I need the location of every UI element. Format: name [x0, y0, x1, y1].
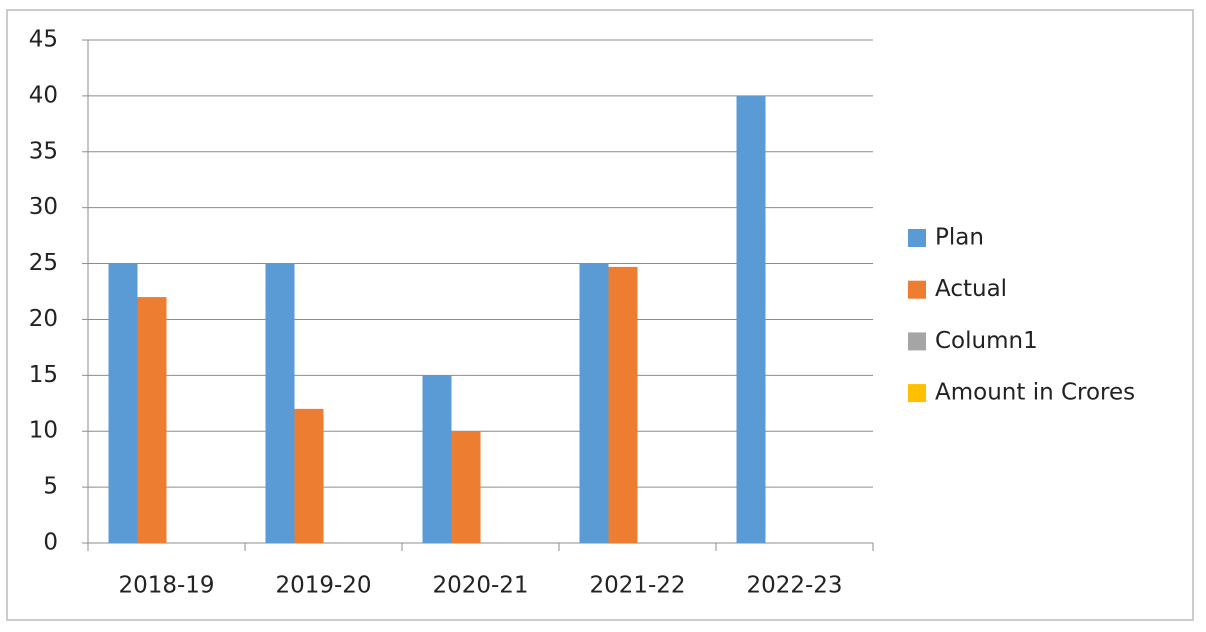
y-tick-label: 40: [29, 82, 58, 108]
y-tick-label: 45: [29, 27, 58, 53]
y-tick-label: 25: [29, 250, 58, 276]
y-tick-label: 30: [29, 194, 58, 220]
x-tick-label: 2018-19: [118, 573, 214, 599]
y-tick-label: 5: [43, 474, 58, 500]
legend-swatch: [908, 229, 926, 247]
bar: [736, 95, 766, 543]
legend-label: Actual: [935, 276, 1007, 302]
bar: [608, 266, 638, 543]
x-tick-label: 2021-22: [589, 573, 685, 599]
bar: [579, 263, 609, 543]
legend-swatch: [908, 280, 926, 299]
bar: [265, 263, 295, 543]
y-tick-label: 35: [29, 138, 58, 164]
bar: [451, 431, 481, 543]
x-tick-label: 2020-21: [432, 573, 528, 599]
legend-swatch: [908, 384, 926, 403]
legend-label: Amount in Crores: [935, 380, 1135, 406]
bar: [294, 408, 324, 543]
y-tick-label: 15: [29, 362, 58, 388]
legend-label: Column1: [935, 328, 1038, 354]
x-tick-label: 2019-20: [275, 573, 371, 599]
legend-label: Plan: [935, 225, 984, 251]
bar: [108, 263, 138, 543]
y-tick-label: 0: [43, 530, 58, 556]
y-tick-label: 20: [29, 306, 58, 332]
y-tick-label: 10: [29, 418, 58, 444]
x-tick-label: 2022-23: [746, 573, 842, 599]
bar: [137, 297, 167, 543]
bar: [422, 375, 452, 543]
legend-swatch: [908, 332, 926, 351]
